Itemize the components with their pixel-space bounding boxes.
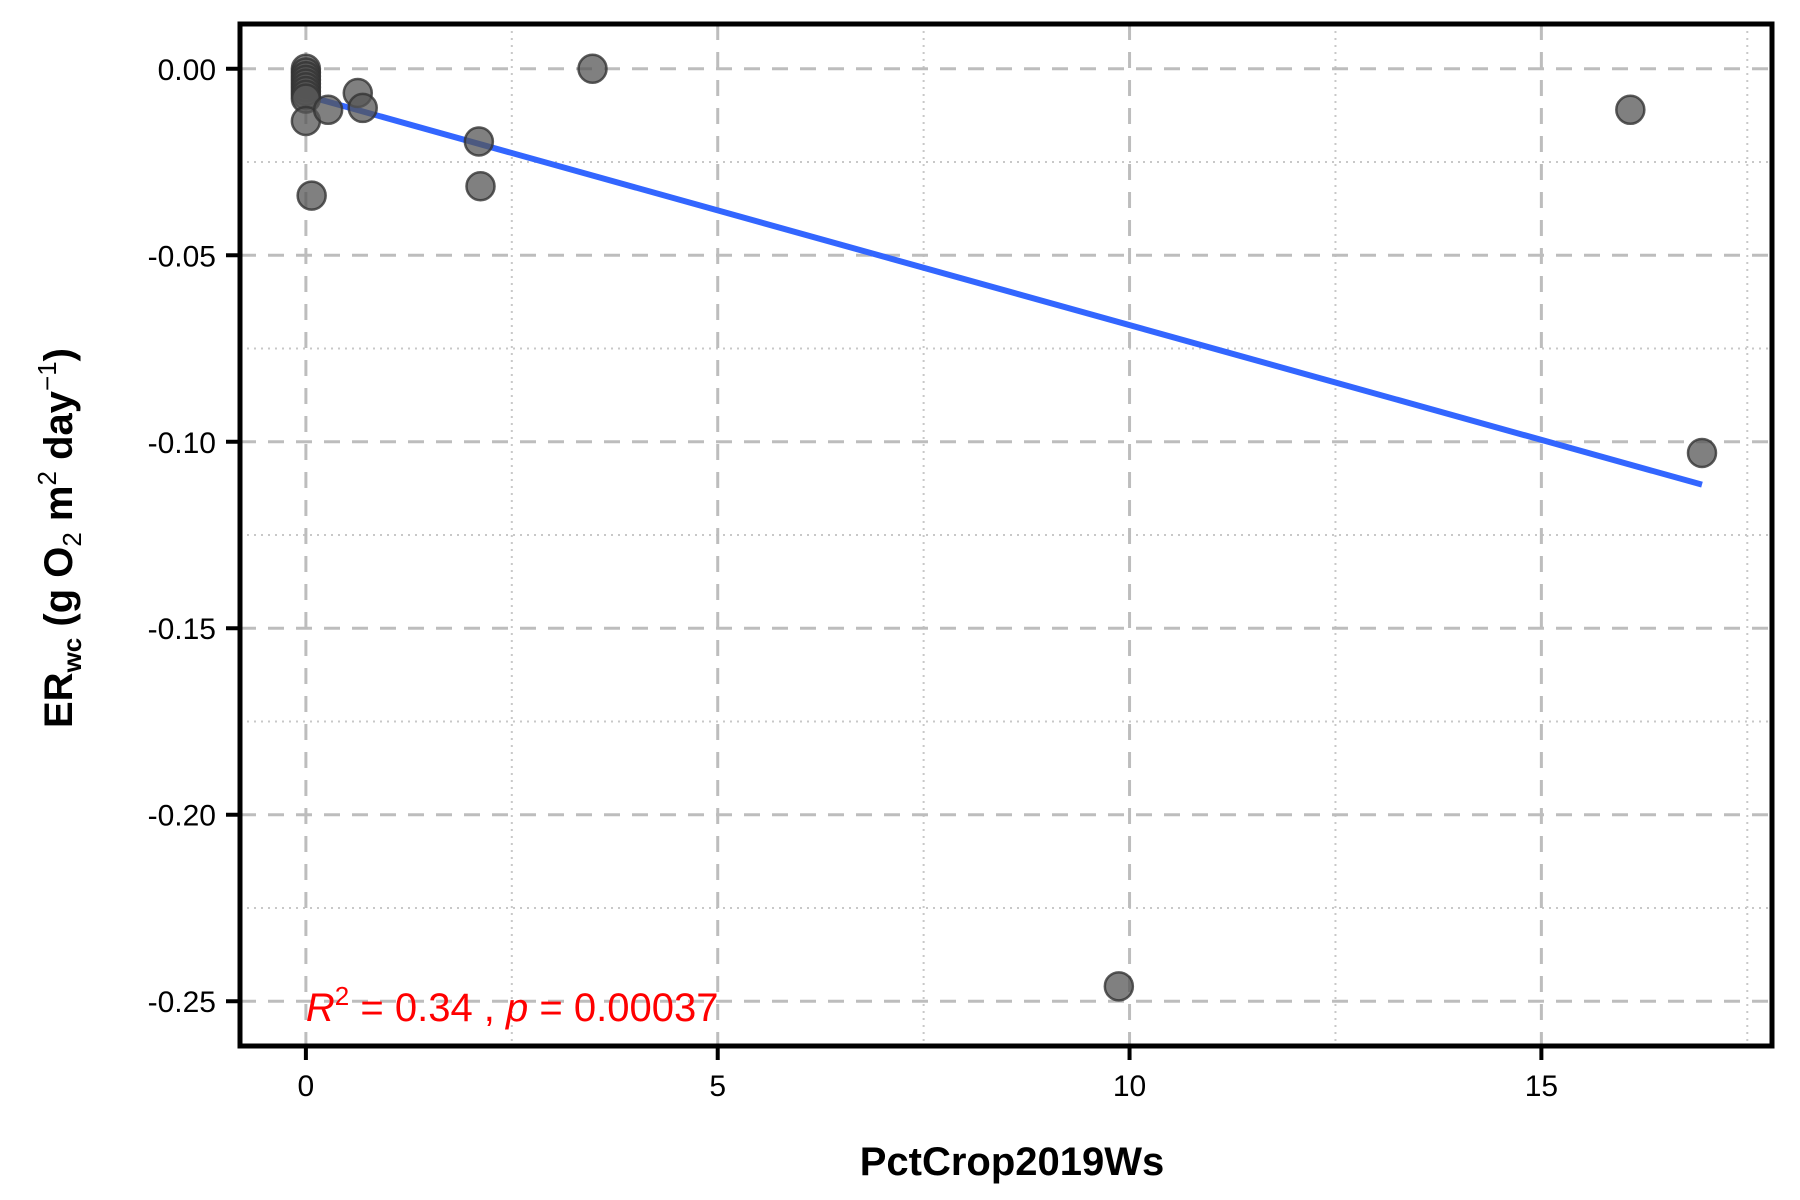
x-axis-ticks: 0 5 10 15	[298, 1046, 1558, 1103]
y-title-unit-day: day	[37, 390, 81, 471]
data-point	[577, 53, 608, 85]
y-tick-label: 0.00	[158, 54, 216, 87]
y-title-day-superscript: −1	[32, 361, 62, 391]
y-title-unit-open: (g O	[37, 547, 81, 638]
data-point	[1615, 94, 1646, 126]
regression-line	[305, 92, 1703, 488]
data-point	[312, 94, 344, 126]
y-title-main: ER	[37, 672, 81, 728]
y-title-m-superscript: 2	[32, 471, 62, 485]
p-value: = 0.00037	[528, 986, 718, 1030]
regression-stats-annotation: R2 = 0.34 , p = 0.00037	[306, 981, 719, 1030]
data-point	[1103, 971, 1135, 1002]
y-axis-ticks: 0.00 -0.05 -0.10 -0.15 -0.20 -0.25	[148, 54, 240, 1019]
y-tick-label: -0.05	[148, 240, 216, 273]
y-title-unit-m: m	[37, 485, 81, 532]
y-tick-label: -0.25	[148, 986, 216, 1019]
y-tick-label: -0.20	[148, 800, 216, 833]
y-tick-label: -0.15	[148, 613, 216, 646]
minor-gridlines	[240, 24, 1772, 1046]
x-tick-label: 15	[1525, 1070, 1558, 1103]
panel-border	[237, 21, 1775, 1049]
r-squared-value: = 0.34 ,	[349, 986, 506, 1030]
r-squared-superscript: 2	[335, 981, 349, 1011]
p-symbol: p	[505, 986, 528, 1030]
data-point	[296, 180, 327, 211]
x-tick-label: 5	[709, 1070, 726, 1103]
r-squared-symbol: R	[306, 986, 335, 1030]
y-title-o2-subscript: 2	[57, 532, 87, 546]
major-gridlines	[240, 24, 1772, 1046]
data-point	[347, 92, 378, 124]
y-title-unit-close: )	[37, 348, 81, 361]
x-axis-title: PctCrop2019Ws	[860, 1140, 1165, 1184]
y-tick-label: -0.10	[148, 427, 216, 460]
data-point	[1686, 437, 1718, 469]
data-point	[465, 171, 496, 202]
data-points	[290, 53, 1718, 1002]
y-axis-title: ERwc (g O2 m2 day−1)	[32, 348, 87, 728]
data-point	[463, 126, 495, 157]
y-title-subscript: wc	[57, 638, 87, 674]
x-tick-label: 10	[1113, 1070, 1146, 1103]
x-tick-label: 0	[298, 1070, 315, 1103]
regression-line-group	[305, 92, 1703, 488]
